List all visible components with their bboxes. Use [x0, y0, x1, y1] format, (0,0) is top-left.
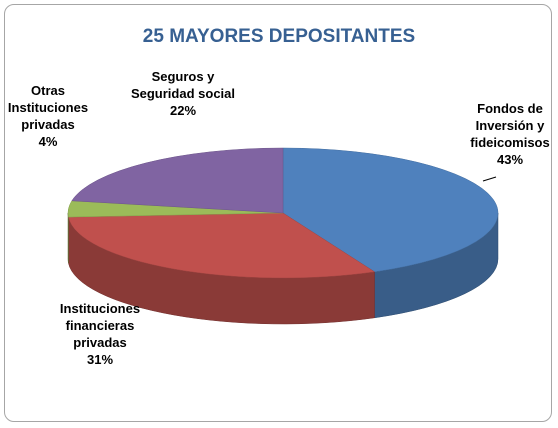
- data-label: Otras Instituciones privadas 4%: [0, 82, 96, 150]
- data-label: Instituciones financieras privadas 31%: [40, 300, 160, 368]
- leader-line: [482, 176, 497, 182]
- chart-title: 25 MAYORES DEPOSITANTES: [142, 26, 416, 47]
- value-label: 43%: [496, 152, 524, 167]
- slice: [68, 212, 376, 279]
- data-label: Fondos de Inversión y fideicomisos 43%: [455, 100, 558, 168]
- category-label: Fondos de Inversión y fideicomisos: [470, 101, 550, 150]
- chart-frame: [4, 4, 552, 422]
- data-label: Seguros y Seguridad social 22%: [118, 68, 248, 119]
- value-label: 22%: [169, 103, 197, 118]
- value-label: 31%: [86, 352, 114, 367]
- category-label: Seguros y Seguridad social: [130, 69, 236, 101]
- value-label: 4%: [38, 134, 58, 149]
- slice: [71, 147, 284, 214]
- category-label: Instituciones financieras privadas: [59, 301, 141, 350]
- category-label: Otras Instituciones privadas: [7, 83, 89, 132]
- slice: [282, 147, 499, 273]
